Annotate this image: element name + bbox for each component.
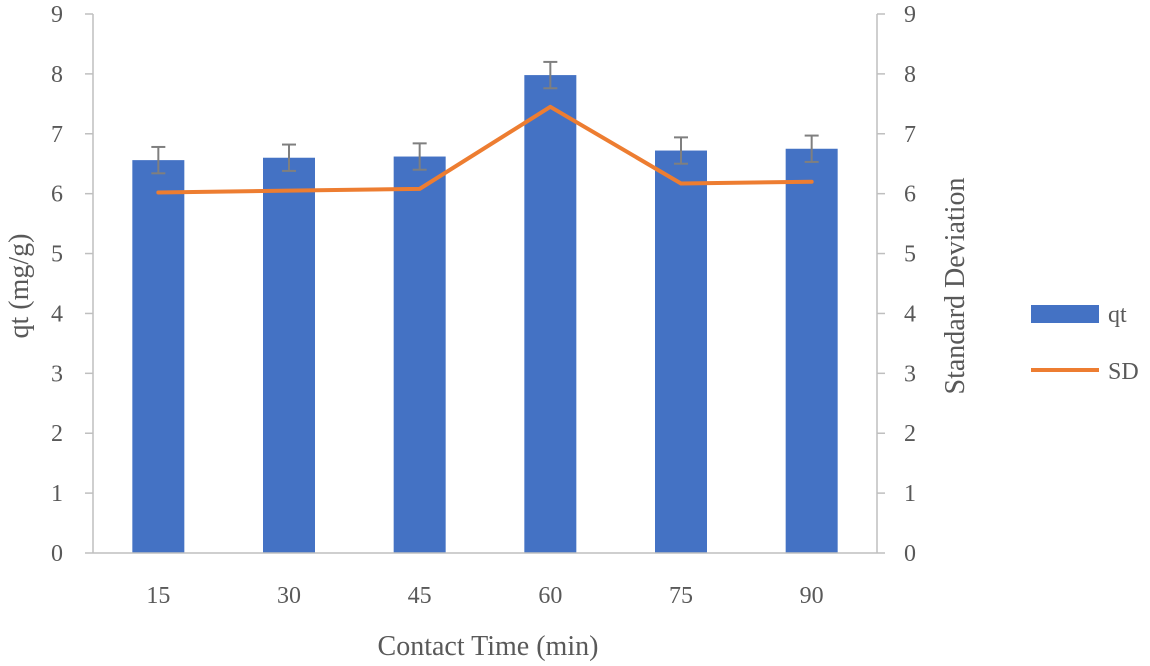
legend-swatch-qt: [1031, 305, 1099, 323]
right-tick-label-2: 2: [904, 421, 916, 447]
legend-label-qt: qt: [1108, 302, 1127, 328]
right-tick-label-7: 7: [904, 122, 916, 148]
left-tick-label-1: 1: [51, 481, 63, 507]
x-tick-label-90: 90: [800, 583, 824, 609]
right-tick-label-6: 6: [904, 182, 916, 208]
x-axis-title: Contact Time (min): [378, 631, 599, 662]
left-tick-label-3: 3: [51, 361, 63, 387]
sd-line: [156, 104, 814, 195]
right-tick-label-5: 5: [904, 242, 916, 268]
errorbars-layer: [151, 60, 819, 175]
y-axis-title: qt (mg/g): [4, 234, 35, 339]
y2-axis-title: Standard Deviation: [940, 178, 971, 395]
left-y-ticks: 0 1 2 3 4 5 6 7 8 9: [51, 2, 93, 567]
left-tick-label-2: 2: [51, 421, 63, 447]
x-tick-label-15: 15: [146, 583, 170, 609]
left-tick-label-7: 7: [51, 122, 63, 148]
x-tick-label-30: 30: [277, 583, 301, 609]
x-ticks: 15 30 45 60 75 90: [146, 583, 823, 609]
bar-90: [785, 148, 838, 553]
left-tick-label-6: 6: [51, 182, 63, 208]
legend-label-sd: SD: [1108, 359, 1139, 385]
x-tick-label-75: 75: [669, 583, 693, 609]
x-tick-label-60: 60: [538, 583, 562, 609]
right-tick-label-8: 8: [904, 62, 916, 88]
bar-30: [263, 157, 315, 553]
bars-layer: [132, 75, 838, 553]
left-tick-label-5: 5: [51, 242, 63, 268]
bar-45: [393, 156, 446, 553]
left-tick-label-9: 9: [51, 2, 63, 28]
bar-60: [524, 75, 577, 553]
legend: qt SD: [1031, 302, 1139, 385]
right-tick-label-0: 0: [904, 541, 916, 567]
left-tick-label-8: 8: [51, 62, 63, 88]
bar-75: [655, 150, 707, 553]
left-tick-label-4: 4: [51, 301, 63, 327]
x-tick-label-45: 45: [408, 583, 432, 609]
right-tick-label-4: 4: [904, 301, 916, 327]
sd-line-layer: [156, 104, 814, 195]
right-tick-label-1: 1: [904, 481, 916, 507]
bar-15: [132, 160, 185, 553]
right-y-ticks: 0 1 2 3 4 5 6 7 8 9: [877, 2, 916, 567]
right-tick-label-3: 3: [904, 361, 916, 387]
left-tick-label-0: 0: [51, 541, 63, 567]
right-tick-label-9: 9: [904, 2, 916, 28]
